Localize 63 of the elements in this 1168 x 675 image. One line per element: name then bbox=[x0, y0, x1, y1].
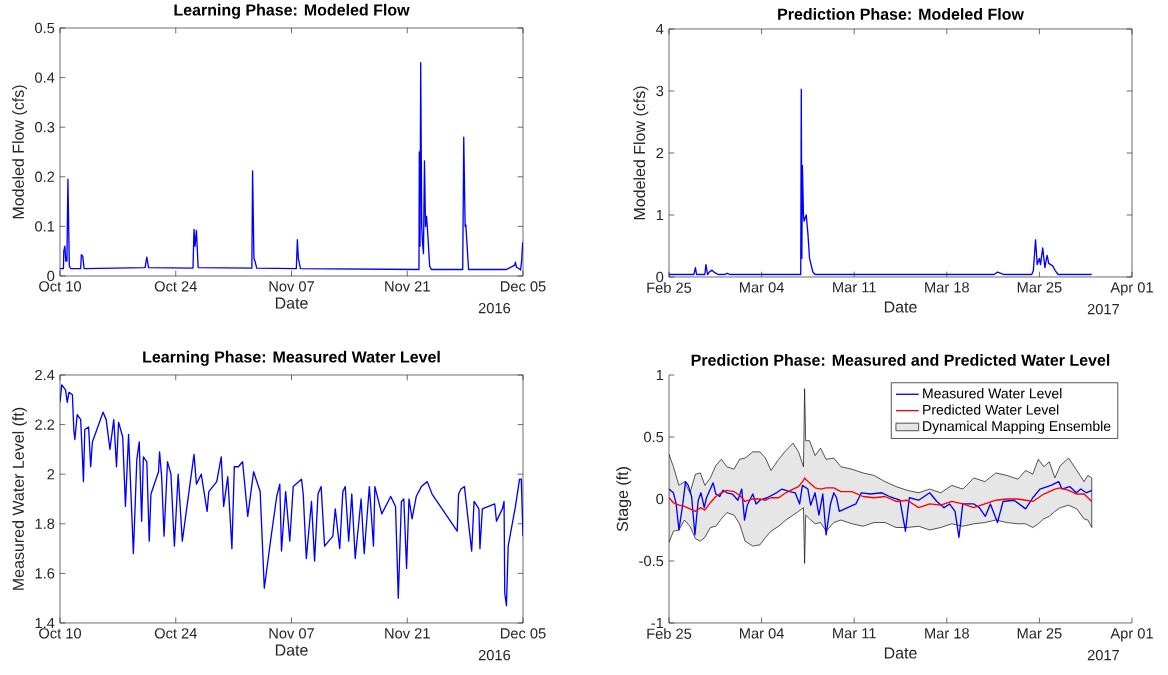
x-tick-label: Dec 05 bbox=[500, 281, 546, 292]
x-tick-label: Nov 21 bbox=[385, 281, 430, 292]
x-axis-title: Date bbox=[275, 297, 308, 309]
y-tick-label: 1.4 bbox=[35, 617, 55, 629]
y-axis-title: Modeled Flow (cfs) bbox=[12, 85, 28, 219]
y-tick-label: 3 bbox=[656, 85, 664, 97]
legend-label: Predicted Water Level bbox=[923, 404, 1059, 415]
y-tick-label: -0.5 bbox=[639, 555, 664, 567]
x-tick-label: Mar 11 bbox=[833, 628, 876, 639]
x-tick-label: Feb 25 bbox=[647, 628, 692, 639]
x-tick-label: Mar 18 bbox=[925, 628, 969, 639]
y-axis-title: Modeled Flow (cfs) bbox=[633, 86, 649, 220]
x-tick-label: Oct 24 bbox=[154, 281, 197, 292]
x-axis-title: Date bbox=[275, 644, 308, 656]
y-tick-label: -1 bbox=[651, 617, 664, 629]
x-tick-label: Nov 07 bbox=[269, 281, 314, 292]
y-tick-label: 0 bbox=[656, 493, 664, 505]
y-axis-title: Stage (ft) bbox=[616, 467, 632, 532]
y-tick-label: 0.2 bbox=[35, 171, 55, 182]
text: 2016 bbox=[478, 649, 511, 661]
x-tick-label: Mar 04 bbox=[739, 628, 784, 639]
text: 2017 bbox=[1087, 649, 1119, 661]
chart-title: Prediction Phase: Modeled Flow bbox=[778, 8, 1024, 20]
text: 2017 bbox=[1087, 303, 1119, 315]
x-tick-label: Oct 24 bbox=[154, 628, 197, 639]
y-tick-label: 2.4 bbox=[35, 369, 55, 381]
y-tick-label: 0.4 bbox=[35, 72, 55, 83]
x-tick-label: Oct 10 bbox=[39, 628, 82, 639]
x-tick-label: Apr 01 bbox=[1110, 628, 1153, 642]
chart-title: Prediction Phase: Measured and Predicted Water Level bbox=[691, 354, 1110, 366]
x-tick-label: Mar 04 bbox=[739, 282, 784, 293]
y-tick-label: 0 bbox=[47, 270, 55, 282]
legend-label: Dynamical Mapping Ensemble bbox=[923, 420, 1111, 434]
x-tick-label: Oct 10 bbox=[39, 281, 82, 292]
y-tick-label: 0 bbox=[656, 271, 664, 283]
chart-title: Learning Phase: Modeled Flow bbox=[174, 3, 410, 19]
text: 2016 bbox=[478, 302, 511, 314]
y-tick-label: 2 bbox=[47, 469, 55, 480]
y-tick-label: 0.3 bbox=[35, 122, 55, 133]
y-tick-label: 0.5 bbox=[644, 431, 664, 443]
x-tick-label: Apr 01 bbox=[1110, 282, 1153, 296]
y-tick-label: 1 bbox=[656, 209, 664, 221]
x-tick-label: Nov 07 bbox=[269, 628, 314, 639]
x-tick-label: Mar 18 bbox=[925, 282, 969, 293]
x-tick-label: Nov 21 bbox=[385, 628, 430, 639]
y-tick-label: 2 bbox=[656, 147, 664, 159]
x-axis-title: Date bbox=[884, 301, 917, 313]
x-tick-label: Mar 25 bbox=[1017, 628, 1062, 639]
y-tick-label: 4 bbox=[656, 23, 664, 35]
legend-label: Measured Water Level bbox=[923, 388, 1062, 399]
y-tick-label: 1.8 bbox=[35, 518, 55, 529]
x-tick-label: Feb 25 bbox=[647, 282, 692, 293]
y-axis-title: Measured Water Level (ft) bbox=[12, 407, 28, 590]
x-tick-label: Dec 05 bbox=[500, 628, 546, 639]
x-tick-label: Mar 25 bbox=[1017, 282, 1062, 293]
y-tick-label: 0.1 bbox=[35, 221, 55, 232]
y-tick-label: 0.5 bbox=[35, 22, 55, 34]
y-tick-label: 1.6 bbox=[35, 568, 55, 579]
y-tick-label: 2.2 bbox=[35, 419, 55, 430]
x-axis-title: Date bbox=[884, 647, 917, 659]
chart-title: Learning Phase: Measured Water Level bbox=[143, 350, 440, 366]
y-tick-label: 1 bbox=[656, 369, 664, 381]
x-tick-label: Mar 11 bbox=[833, 282, 876, 293]
